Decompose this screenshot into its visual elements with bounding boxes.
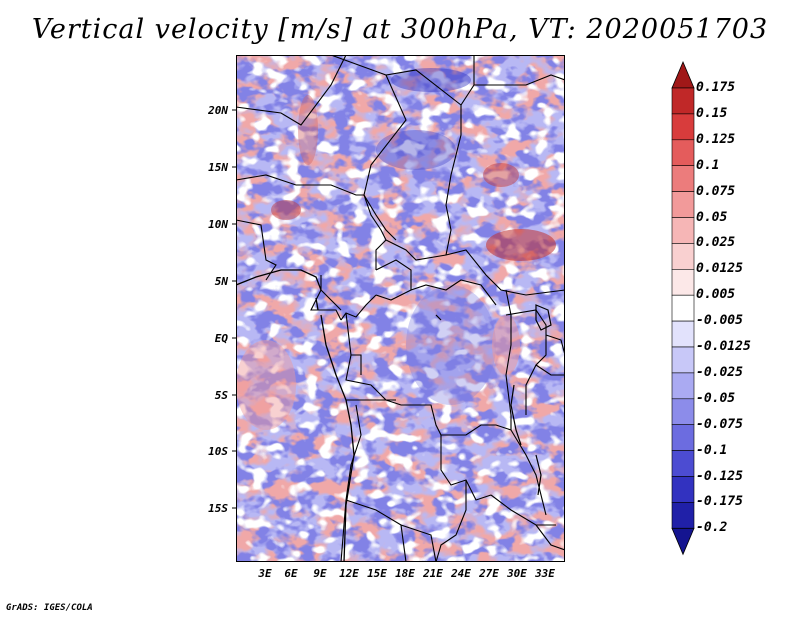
colorbar-level-label: -0.025 [696, 364, 743, 380]
colorbar-level-label: -0.05 [696, 390, 736, 406]
colorbar-swatch [671, 269, 695, 296]
lat-tick-label: 5N [214, 275, 228, 288]
colorbar-level-label: 0.15 [696, 105, 728, 121]
colorbar-swatch [671, 476, 695, 503]
colorbar-level-label: -0.2 [696, 520, 728, 536]
lat-ticks [232, 109, 236, 509]
colorbar-swatch [671, 139, 695, 167]
lon-tick-label: 33E [535, 567, 555, 580]
lon-tick-label: 3E [258, 567, 272, 580]
lakes [435, 304, 552, 496]
colorbar-swatch [671, 191, 695, 218]
descent-region [376, 130, 456, 170]
ascent-streak [298, 95, 318, 165]
lat-tick-label: 10S [208, 445, 228, 458]
colorbar-level-label: -0.005 [696, 313, 743, 329]
colorbar-top-arrow [671, 60, 695, 89]
map-frame [236, 55, 565, 562]
lon-tick-label: 12E [339, 567, 359, 580]
lon-tick-label: 24E [451, 567, 471, 580]
country-borders [236, 55, 565, 562]
descent-region [406, 285, 496, 405]
lon-tick-label: 9E [313, 567, 327, 580]
colorbar-swatch [671, 450, 695, 477]
colorbar-level-label: -0.125 [696, 468, 743, 484]
colorbar [671, 60, 695, 556]
colorbar-swatch [671, 243, 695, 270]
colorbar-level-label: -0.1 [696, 442, 728, 458]
strong-ascent-region [271, 200, 301, 220]
colorbar-level-label: 0.125 [696, 131, 736, 147]
ascent-region [236, 340, 296, 430]
lat-tick-label: EQ [214, 332, 228, 345]
chart-title: Vertical velocity [m/s] at 300hPa, VT: 2… [31, 14, 769, 45]
lon-tick-label: 18E [395, 567, 415, 580]
colorbar-swatch [671, 398, 695, 425]
colorbar-swatch [671, 502, 695, 529]
colorbar-level-label: 0.025 [696, 235, 736, 251]
colorbar-swatch [671, 424, 695, 451]
colorbar-swatch [671, 217, 695, 244]
colorbar-swatch [671, 165, 695, 192]
lat-tick-label: 5S [214, 389, 228, 402]
colorbar-swatch [671, 320, 695, 348]
colorbar-swatch [671, 372, 695, 400]
lat-tick-label: 15S [208, 502, 228, 515]
lat-tick-label: 15N [208, 161, 228, 174]
colorbar-bottom-arrow [671, 527, 695, 556]
colorbar-swatch [671, 87, 695, 115]
colorbar-level-label: 0.175 [696, 80, 736, 95]
colorbar-level-label: 0.0125 [696, 261, 743, 277]
colorbar-level-label: -0.0125 [696, 339, 751, 354]
lon-tick-label: 30E [507, 567, 527, 580]
lat-tick-label: 10N [208, 218, 228, 231]
map-panel [236, 55, 565, 562]
colorbar-level-label: -0.075 [696, 416, 743, 432]
descent-region [391, 68, 471, 92]
colorbar-swatch [671, 294, 695, 322]
ascent-region [492, 315, 520, 375]
colorbar-level-label: -0.175 [696, 494, 743, 510]
colorbar-level-label: 0.1 [696, 157, 720, 173]
lon-tick-label: 15E [367, 567, 387, 580]
colorbar-level-label: 0.005 [696, 287, 736, 303]
strong-ascent-region [486, 229, 556, 261]
colorbar-swatch [671, 346, 695, 374]
colorbar-level-label: 0.075 [696, 183, 736, 199]
colorbar-swatch [671, 113, 695, 141]
lat-tick-label: 20N [208, 104, 228, 117]
lon-tick-label: 27E [479, 567, 499, 580]
vertical-velocity-field [236, 55, 565, 562]
lon-tick-label: 21E [423, 567, 443, 580]
colorbar-level-label: 0.05 [696, 209, 728, 225]
grads-credit: GrADS: IGES/COLA [6, 603, 93, 613]
strong-ascent-region [483, 163, 519, 187]
lon-tick-label: 6E [284, 567, 298, 580]
coastline [236, 269, 355, 562]
